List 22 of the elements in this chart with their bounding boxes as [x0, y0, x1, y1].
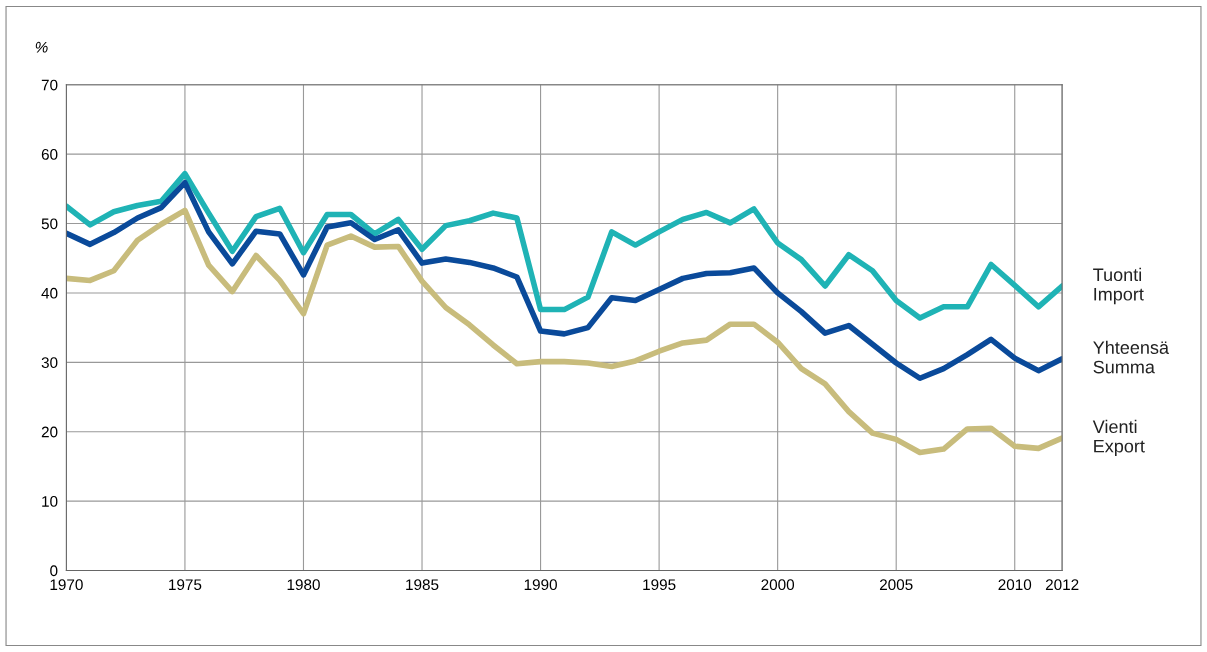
series-label: Vienti Export: [1092, 419, 1145, 457]
y-tick-label: 0: [50, 565, 58, 577]
y-tick-label: 60: [41, 149, 58, 160]
y-tick-label: 50: [41, 218, 58, 230]
x-tick-label: 1980: [287, 579, 320, 591]
x-tick-label: 1970: [50, 579, 83, 591]
x-tick-label: 1990: [524, 579, 557, 591]
x-tick-label: 1985: [406, 579, 439, 591]
x-tick-label: 2010: [998, 579, 1032, 591]
y-tick-label: 30: [41, 357, 58, 369]
x-tick-label: 2012: [1045, 579, 1079, 591]
x-tick-label: 2000: [761, 579, 795, 591]
y-tick-label: 20: [41, 426, 58, 438]
x-tick-label: 2005: [879, 579, 913, 591]
y-axis-title: %: [35, 41, 48, 53]
y-tick-label: 10: [42, 495, 58, 507]
x-tick-label: 1995: [643, 579, 676, 591]
y-tick-label: 40: [41, 287, 58, 299]
series-label: Tuonti Import: [1093, 267, 1144, 305]
series-label: Yhteensä Summa: [1093, 340, 1170, 374]
y-tick-label: 70: [41, 79, 58, 91]
x-tick-label: 1975: [169, 579, 202, 591]
